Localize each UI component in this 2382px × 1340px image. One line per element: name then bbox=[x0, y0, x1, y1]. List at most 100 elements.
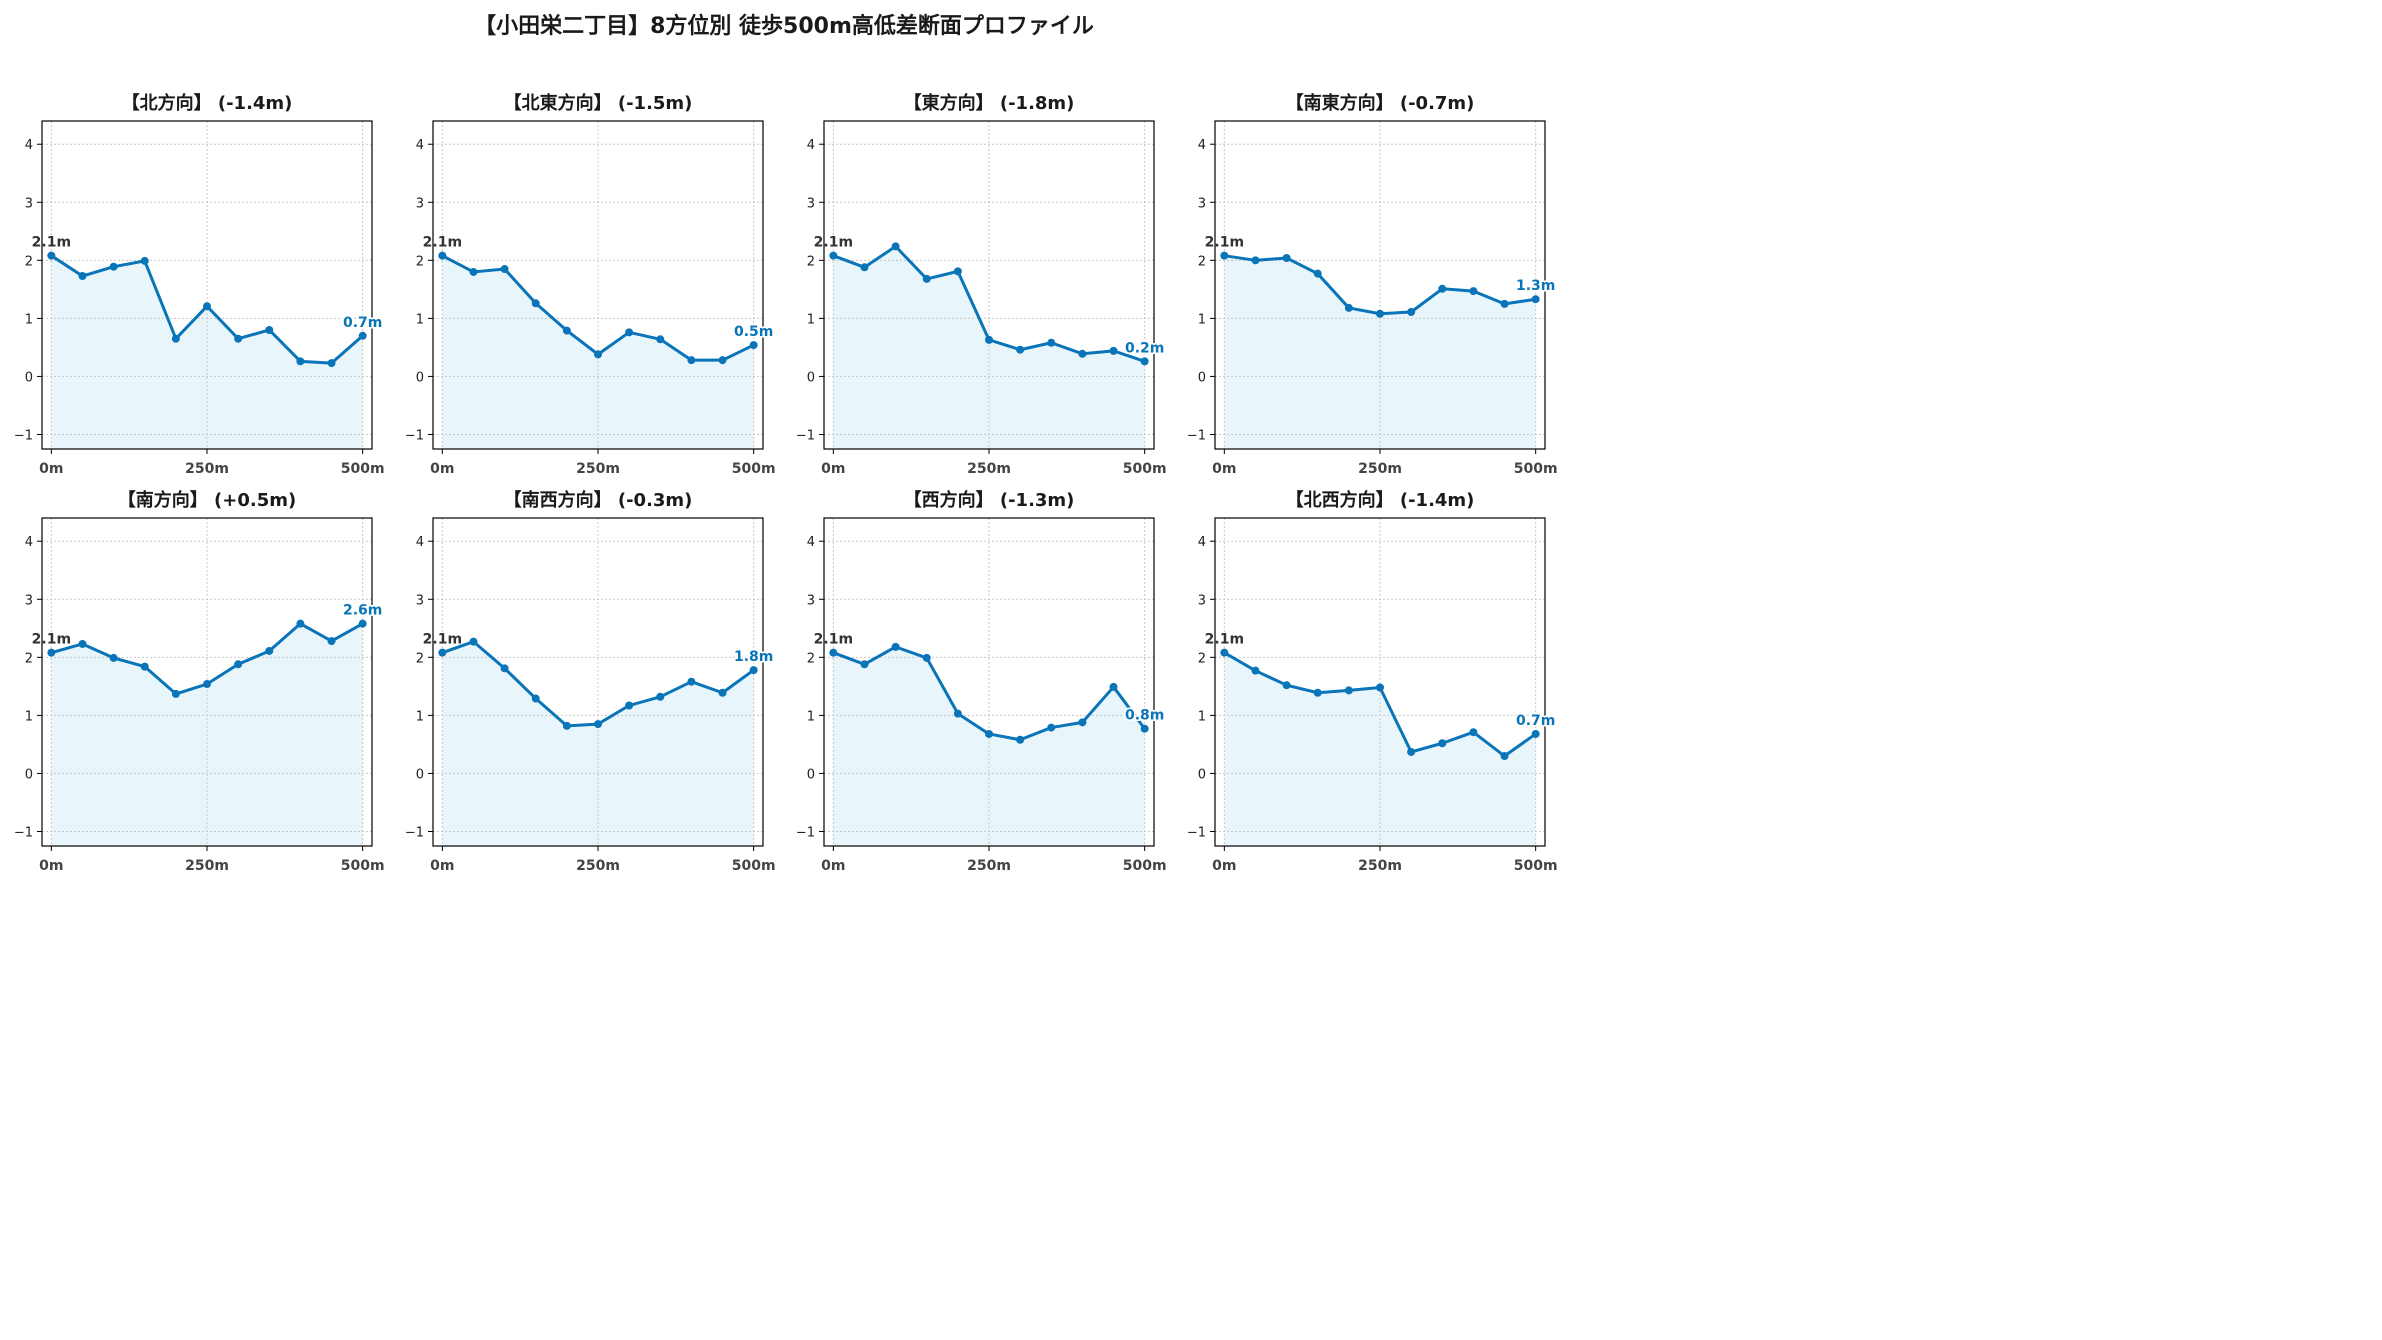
data-point bbox=[47, 648, 56, 657]
data-point bbox=[1282, 254, 1291, 263]
subplot-title: 【西方向】 (-1.3m) bbox=[904, 489, 1075, 511]
data-point bbox=[1016, 345, 1025, 354]
data-point bbox=[1313, 688, 1322, 697]
area-fill bbox=[442, 255, 754, 449]
y-tick-label: 4 bbox=[1198, 535, 1206, 550]
subplot-title: 【北東方向】 (-1.5m) bbox=[504, 92, 693, 114]
y-tick-label: 1 bbox=[807, 312, 815, 327]
x-tick-label: 0m bbox=[1212, 858, 1236, 874]
x-tick-label: 0m bbox=[821, 461, 845, 477]
y-tick-label: 3 bbox=[416, 593, 424, 608]
data-point bbox=[78, 639, 87, 648]
data-point bbox=[78, 272, 87, 281]
area-fill bbox=[1224, 652, 1536, 846]
x-tick-label: 0m bbox=[430, 461, 454, 477]
y-tick-label: 0 bbox=[807, 370, 815, 385]
data-point bbox=[469, 637, 478, 646]
subplot: 0m 250m 500m −1 0 1 2 3 4 【南西方向】 (-0.3m) 2.1m 1.8m bbox=[405, 489, 776, 874]
y-tick-label: 4 bbox=[416, 535, 424, 550]
data-point bbox=[656, 692, 665, 701]
data-point bbox=[109, 653, 118, 662]
data-point bbox=[531, 694, 540, 703]
y-tick-label: 2 bbox=[1198, 651, 1206, 666]
start-value-label: 2.1m bbox=[32, 632, 71, 648]
data-point bbox=[1047, 723, 1056, 732]
data-point bbox=[1078, 718, 1087, 727]
subplot: 0m 250m 500m −1 0 1 2 3 4 【北東方向】 (-1.5m) 2.1m 0.5m bbox=[405, 92, 776, 477]
x-tick-label: 500m bbox=[1514, 461, 1558, 477]
x-tick-label: 500m bbox=[732, 461, 776, 477]
data-point bbox=[1109, 682, 1118, 691]
data-point bbox=[829, 251, 838, 260]
start-value-label: 2.1m bbox=[1205, 632, 1244, 648]
data-point bbox=[1531, 295, 1540, 304]
subplot: 0m 250m 500m −1 0 1 2 3 4 【北西方向】 (-1.4m) 2.1m 0.7m bbox=[1187, 489, 1558, 874]
x-tick-label: 500m bbox=[341, 858, 385, 874]
x-tick-label: 250m bbox=[185, 858, 229, 874]
data-point bbox=[469, 267, 478, 276]
y-tick-label: −1 bbox=[1187, 428, 1206, 443]
data-point bbox=[500, 664, 509, 673]
y-tick-label: 0 bbox=[25, 370, 33, 385]
y-tick-label: −1 bbox=[14, 428, 33, 443]
y-tick-label: 1 bbox=[25, 312, 33, 327]
data-point bbox=[1438, 284, 1447, 293]
data-point bbox=[594, 720, 602, 729]
data-point bbox=[1140, 357, 1149, 366]
data-point bbox=[1500, 752, 1509, 761]
area-fill bbox=[833, 246, 1145, 449]
y-tick-label: 4 bbox=[416, 138, 424, 153]
data-point bbox=[1376, 309, 1384, 318]
x-tick-label: 500m bbox=[341, 461, 385, 477]
data-point bbox=[562, 721, 571, 730]
data-point bbox=[953, 267, 962, 276]
data-point bbox=[1078, 349, 1087, 358]
data-point bbox=[1344, 303, 1353, 312]
y-tick-label: −1 bbox=[796, 428, 815, 443]
y-tick-label: 0 bbox=[1198, 767, 1206, 782]
y-tick-label: 3 bbox=[25, 593, 33, 608]
x-tick-label: 500m bbox=[1514, 858, 1558, 874]
data-point bbox=[562, 326, 571, 335]
data-point bbox=[1407, 307, 1416, 316]
data-point bbox=[1438, 739, 1447, 748]
y-tick-label: 2 bbox=[807, 651, 815, 666]
y-tick-label: −1 bbox=[1187, 825, 1206, 840]
end-value-label: 1.8m bbox=[734, 649, 773, 665]
data-point bbox=[1220, 648, 1229, 657]
x-tick-label: 500m bbox=[1123, 858, 1167, 874]
data-point bbox=[140, 662, 149, 671]
y-tick-label: 2 bbox=[807, 254, 815, 269]
data-point bbox=[749, 666, 758, 675]
subplot-title: 【東方向】 (-1.8m) bbox=[904, 92, 1075, 114]
y-tick-label: 2 bbox=[25, 254, 33, 269]
data-point bbox=[171, 334, 180, 343]
y-tick-label: 1 bbox=[1198, 312, 1206, 327]
y-tick-label: 1 bbox=[416, 312, 424, 327]
x-tick-label: 250m bbox=[1358, 858, 1402, 874]
y-tick-label: 2 bbox=[25, 651, 33, 666]
subplot-title: 【北西方向】 (-1.4m) bbox=[1286, 489, 1475, 511]
data-point bbox=[358, 331, 367, 340]
start-value-label: 2.1m bbox=[32, 235, 71, 251]
end-value-label: 0.2m bbox=[1125, 340, 1164, 356]
data-point bbox=[985, 729, 993, 738]
data-point bbox=[985, 335, 993, 344]
data-point bbox=[296, 357, 305, 366]
data-point bbox=[1016, 735, 1025, 744]
data-point bbox=[327, 637, 336, 646]
x-tick-label: 250m bbox=[967, 858, 1011, 874]
y-tick-label: 4 bbox=[25, 138, 33, 153]
data-point bbox=[265, 325, 274, 334]
subplot-title: 【南東方向】 (-0.7m) bbox=[1286, 92, 1475, 114]
y-tick-label: 3 bbox=[416, 196, 424, 211]
subplot: 0m 250m 500m −1 0 1 2 3 4 【南方向】 (+0.5m) 2.1m 2.6m bbox=[14, 489, 385, 874]
data-point bbox=[438, 251, 447, 260]
data-point bbox=[358, 619, 367, 628]
subplot: 0m 250m 500m −1 0 1 2 3 4 【西方向】 (-1.3m) 2.1m 0.8m bbox=[796, 489, 1167, 874]
x-tick-label: 0m bbox=[39, 461, 63, 477]
data-point bbox=[922, 274, 931, 283]
data-point bbox=[47, 251, 56, 260]
data-point bbox=[1531, 729, 1540, 738]
